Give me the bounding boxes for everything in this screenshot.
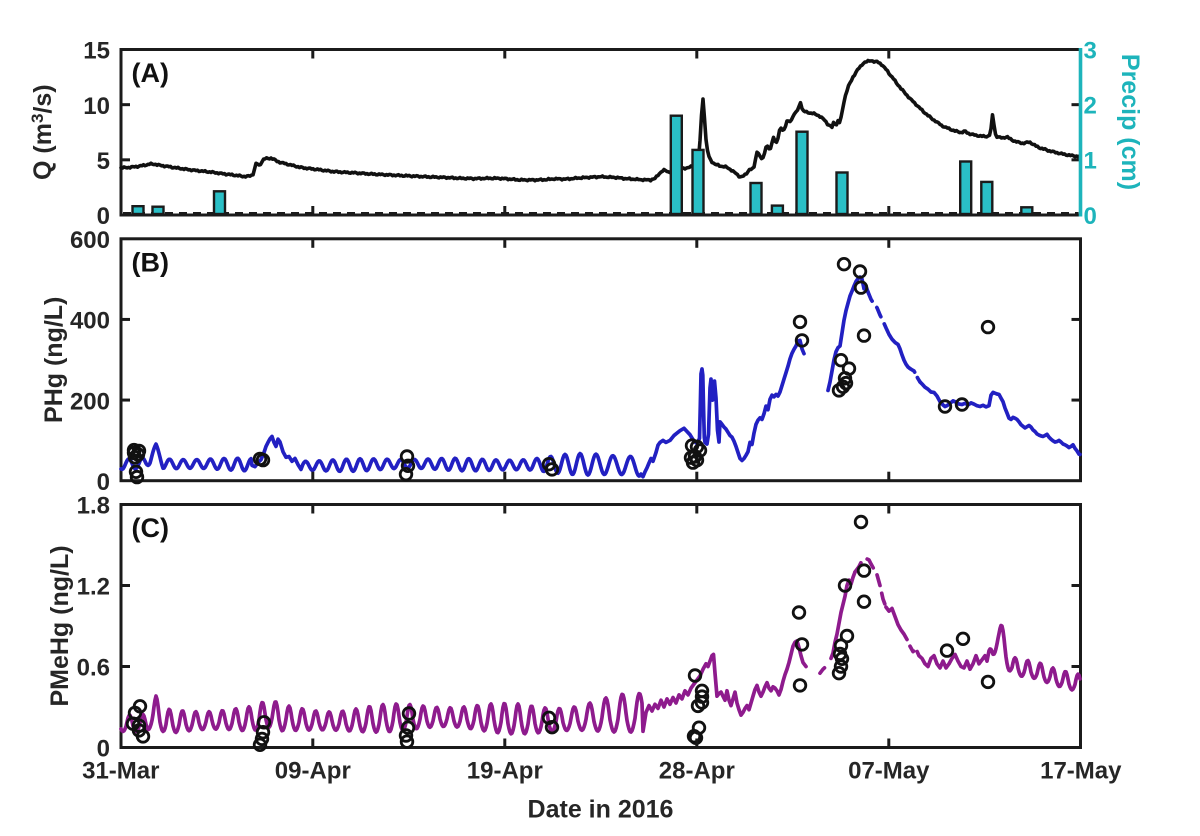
svg-text:2: 2 bbox=[1084, 92, 1097, 119]
svg-text:19-Apr: 19-Apr bbox=[467, 758, 543, 785]
svg-text:PHg (ng/L): PHg (ng/L) bbox=[40, 297, 68, 423]
svg-text:(C): (C) bbox=[132, 513, 169, 543]
svg-text:31-Mar: 31-Mar bbox=[82, 758, 159, 785]
svg-text:1: 1 bbox=[1084, 148, 1097, 175]
svg-text:07-May: 07-May bbox=[848, 758, 930, 785]
svg-text:17-May: 17-May bbox=[1040, 758, 1122, 785]
svg-text:1.8: 1.8 bbox=[77, 493, 110, 520]
svg-text:1.2: 1.2 bbox=[77, 574, 110, 601]
svg-text:28-Apr: 28-Apr bbox=[659, 758, 735, 785]
svg-text:10: 10 bbox=[83, 93, 110, 120]
svg-text:0.6: 0.6 bbox=[77, 655, 110, 682]
svg-text:Q (m3/s): Q (m3/s) bbox=[28, 84, 57, 180]
svg-text:Date in 2016: Date in 2016 bbox=[528, 796, 674, 824]
svg-text:400: 400 bbox=[70, 308, 110, 335]
svg-text:(A): (A) bbox=[132, 58, 169, 88]
svg-text:09-Apr: 09-Apr bbox=[275, 758, 351, 785]
svg-text:0: 0 bbox=[97, 203, 110, 230]
svg-text:3: 3 bbox=[1084, 37, 1097, 64]
svg-text:(B): (B) bbox=[132, 248, 169, 278]
svg-text:5: 5 bbox=[97, 148, 110, 175]
svg-text:600: 600 bbox=[70, 227, 110, 254]
svg-text:Precip (cm): Precip (cm) bbox=[1116, 54, 1144, 190]
svg-text:0: 0 bbox=[97, 469, 110, 496]
svg-text:200: 200 bbox=[70, 388, 110, 415]
svg-text:0: 0 bbox=[1084, 203, 1097, 230]
svg-text:0: 0 bbox=[97, 736, 110, 763]
svg-text:PMeHg (ng/L): PMeHg (ng/L) bbox=[46, 545, 74, 706]
svg-text:15: 15 bbox=[83, 38, 110, 65]
